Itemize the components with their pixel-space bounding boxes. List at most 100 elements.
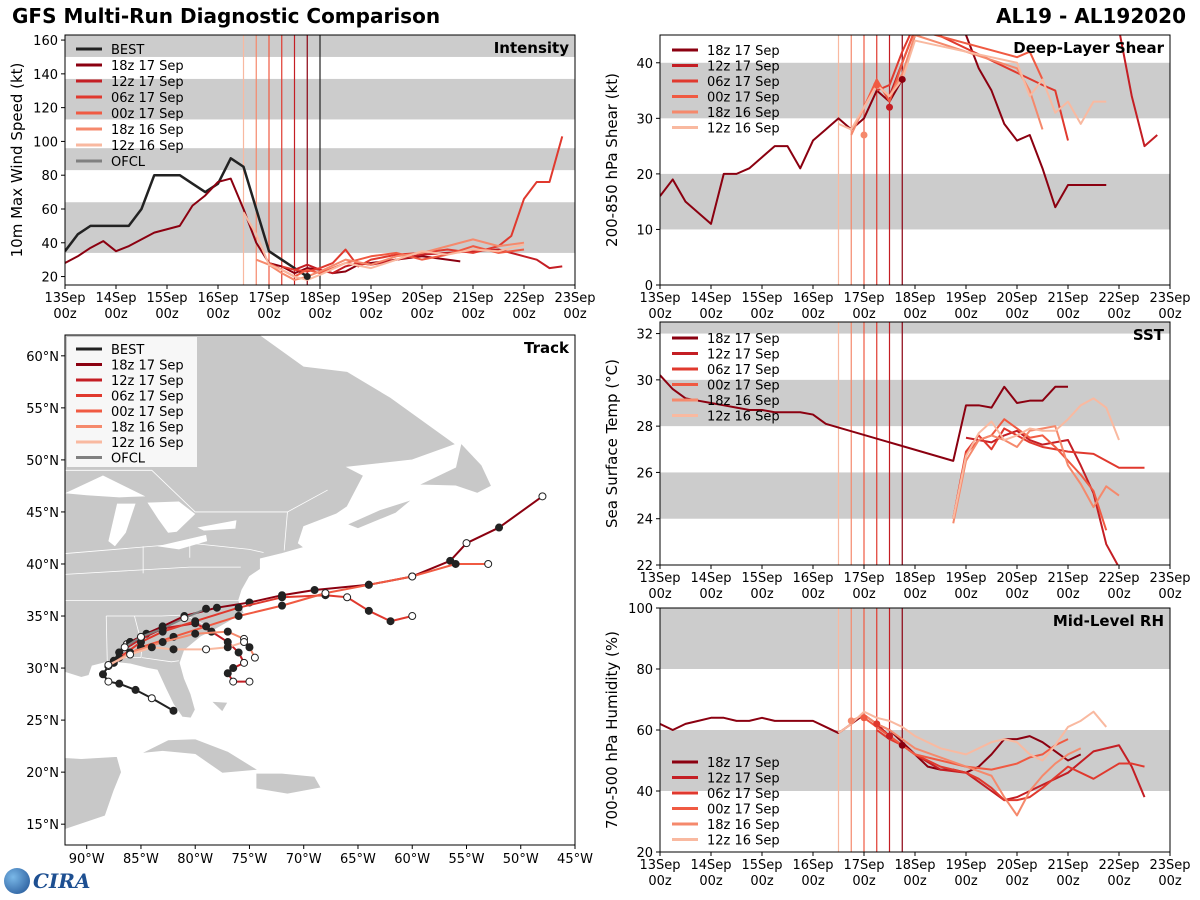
track-xtick-label: 70°W [286,852,322,867]
track-title: Track [524,339,570,357]
shear-band [660,173,1170,230]
track-ytick-label: 50°N [26,454,59,469]
sst-legend-label: 18z 16 Sep [707,394,780,409]
track-06z-17-sep-point [408,612,417,621]
rh-legend-label: 00z 17 Sep [707,803,780,818]
rh-marker [898,741,906,749]
lake-huron [147,501,196,533]
track-06z-17-sep-point [278,593,287,602]
us-canada-border [65,469,328,513]
sst-series-12z-16-sep [952,397,1120,519]
intensity-xtick-day: 15Sep [146,291,187,306]
sst-xtick-hour: 00z [852,587,876,602]
sst-xtick-day: 22Sep [1098,571,1139,586]
intensity-xtick-hour: 00z [359,307,383,322]
rh-ylabel: 700-500 hPa Humidity (%) [603,631,621,829]
rh-xtick-hour: 00z [1158,874,1182,889]
rh-panel: 2040608010013Sep00z14Sep00z15Sep00z16Sep… [603,602,1191,889]
nova-scotia-land [346,499,413,530]
border-ga-fl [141,657,179,663]
rh-marker [860,714,868,722]
rh-xtick-hour: 00z [852,874,876,889]
track-12z-16-sep-point [202,645,211,654]
intensity-title: Intensity [494,39,570,57]
rh-xtick-hour: 00z [648,874,672,889]
track-xtick-label: 60°W [394,852,430,867]
track-06z-17-sep-point [343,593,352,602]
rh-xtick-day: 15Sep [741,858,782,873]
shear-legend-label: 12z 16 Sep [707,122,780,137]
track-18z-17-sep-point [310,586,319,594]
intensity-legend-label: 12z 16 Sep [111,139,184,154]
shear-ytick-label: 20 [636,168,653,183]
track-legend-bg [67,337,197,467]
hispaniola-land [255,772,322,795]
rh-marker [873,720,881,728]
sst-ytick-label: 24 [636,513,653,528]
track-ytick-label: 40°N [26,558,59,573]
sst-series-18z-17-sep [660,374,1068,462]
lake-ontario [197,520,237,531]
track-best-point [169,706,178,715]
rh-band [660,730,1170,791]
intensity-ytick-label: 140 [33,68,58,83]
sst-xtick-hour: 00z [750,587,774,602]
shear-xtick-day: 17Sep [843,291,884,306]
track-ytick-label: 55°N [26,402,59,417]
shear-xtick-hour: 00z [801,307,825,322]
intensity-legend-label: BEST [111,43,144,58]
rh-xtick-hour: 00z [1056,874,1080,889]
sst-xtick-hour: 00z [1158,587,1182,602]
track-18z-17-sep-point [538,492,547,501]
rh-xtick-day: 22Sep [1098,858,1139,873]
track-legend-label: BEST [111,343,144,358]
shear-xtick-hour: 00z [1056,307,1080,322]
track-legend-label: 18z 17 Sep [111,359,184,374]
intensity-ytick-label: 20 [41,271,58,286]
shear-series-12z-16-sep [838,39,1107,131]
shear-ylabel: 200-850 hPa Shear (kt) [603,73,621,247]
track-xtick-label: 65°W [340,852,376,867]
shear-xtick-hour: 00z [1158,307,1182,322]
intensity-xtick-hour: 00z [563,307,587,322]
sst-ytick-label: 22 [636,559,653,574]
track-06z-17-sep-point [386,617,395,626]
shear-xtick-day: 22Sep [1098,291,1139,306]
shear-marker [898,75,906,83]
globe-icon [4,868,30,894]
intensity-ytick-label: 160 [33,34,58,49]
bahamas-land [210,700,229,713]
rh-xtick-hour: 00z [699,874,723,889]
lake-michigan [108,503,136,547]
track-xtick-label: 45°W [557,852,593,867]
sst-xtick-day: 13Sep [639,571,680,586]
sst-ytick-label: 32 [636,328,653,343]
border-ne [283,511,288,551]
sst-xtick-day: 16Sep [792,571,833,586]
sst-xtick-hour: 00z [699,587,723,602]
shear-marker [860,131,868,139]
sst-xtick-day: 19Sep [945,571,986,586]
intensity-best-marker [303,273,311,281]
sst-xtick-hour: 00z [903,587,927,602]
shear-marker [886,103,893,111]
track-00z-17-sep-point [364,580,373,589]
storm-id: AL19 - AL192020 [996,4,1186,28]
rh-plot-area [660,608,1170,852]
rh-title: Mid-Level RH [1053,612,1164,630]
sst-legend-label: 06z 17 Sep [707,363,780,378]
rh-ytick-label: 80 [636,663,653,678]
intensity-xtick-hour: 00z [308,307,332,322]
track-06z-17-sep-point [191,617,200,626]
sst-legend-label: 00z 17 Sep [707,379,780,394]
shear-series-06z-17-sep [876,35,1069,141]
sst-xtick-hour: 00z [1056,587,1080,602]
track-ytick-label: 25°N [26,714,59,729]
intensity-series-best [65,157,308,278]
track-12z-16-sep-point [126,650,135,659]
intensity-xtick-day: 20Sep [401,291,442,306]
intensity-xtick-day: 23Sep [554,291,595,306]
track-12z-16-sep-point [104,660,113,669]
rh-xtick-day: 19Sep [945,858,986,873]
